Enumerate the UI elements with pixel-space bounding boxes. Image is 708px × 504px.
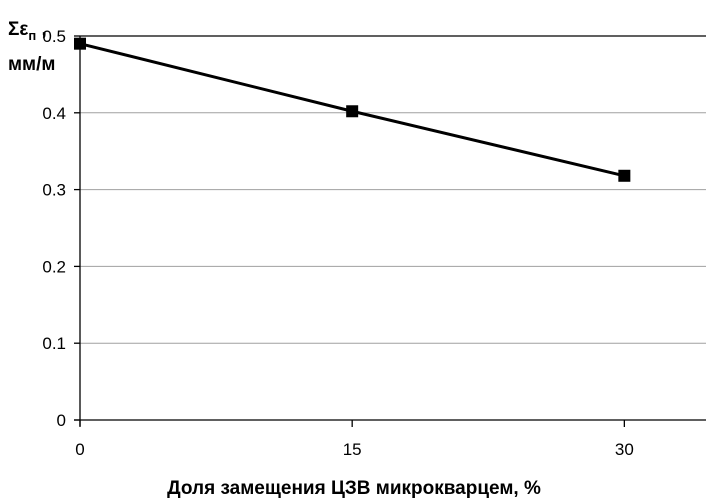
data-point-marker [346, 105, 359, 118]
data-point-marker [74, 37, 86, 50]
y-axis-label: Σεп , [8, 19, 47, 43]
y-tick-label: 0.3 [42, 181, 66, 200]
y-tick-label: 0.1 [42, 334, 66, 353]
y-tick-label: 0.4 [42, 104, 66, 123]
x-axis-label: Доля замещения ЦЗВ микрокварцем, % [167, 478, 541, 499]
grid-lines [80, 35, 706, 344]
series-layer [74, 37, 631, 182]
data-point-marker [618, 169, 631, 182]
x-tick-label: 0 [75, 440, 84, 459]
x-axis-ticks: 0 15 30 [75, 420, 634, 459]
y-axis-unit: мм/м [8, 54, 55, 75]
y-tick-label: 0.2 [42, 257, 66, 276]
y-axis-ticks: 0 0.1 0.2 0.3 0.4 0.5 [42, 27, 80, 430]
x-tick-label: 30 [615, 440, 634, 459]
x-tick-label: 15 [343, 440, 362, 459]
y-tick-label: 0 [57, 411, 66, 430]
y-tick-label: 0.5 [42, 27, 66, 46]
